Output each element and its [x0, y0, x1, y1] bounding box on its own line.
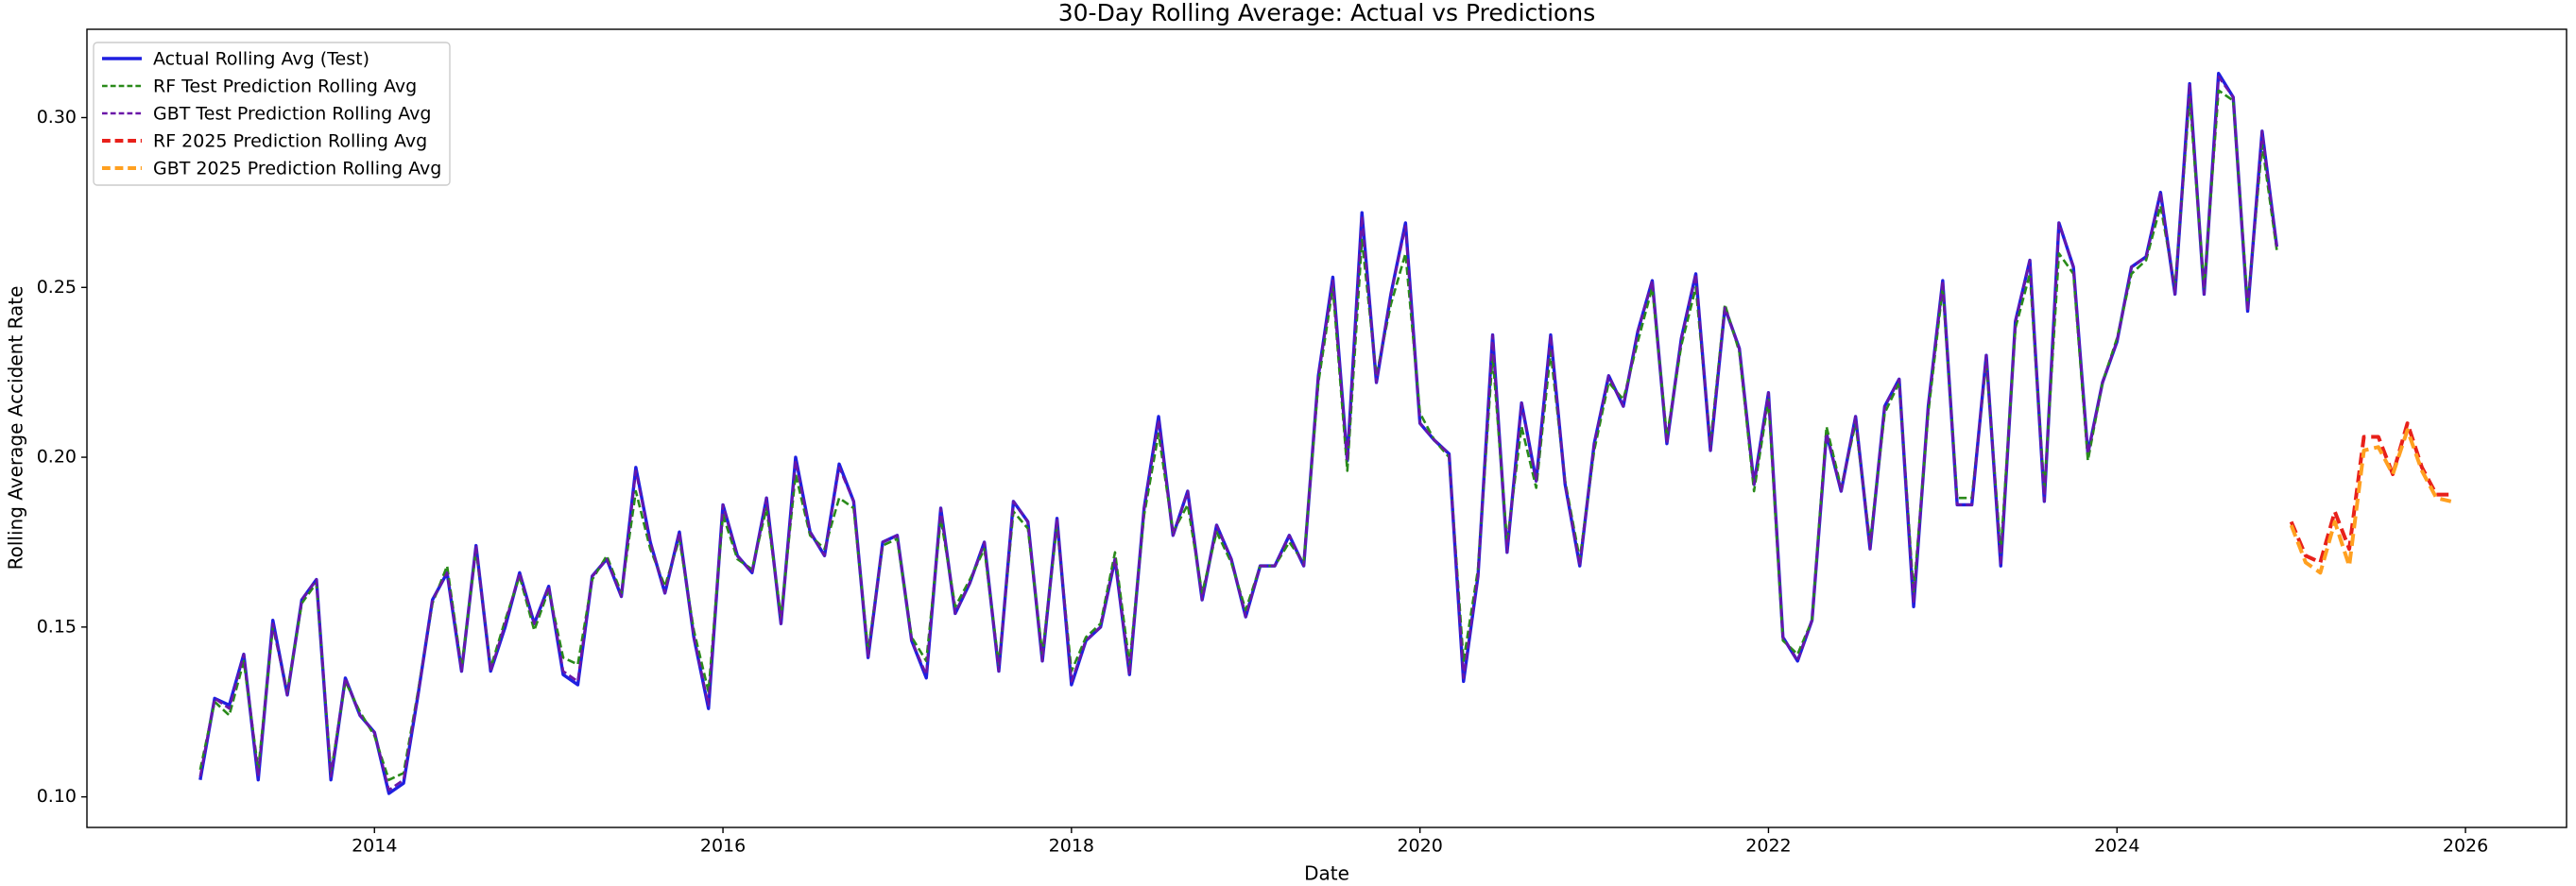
- legend-label: RF Test Prediction Rolling Avg: [153, 77, 417, 97]
- legend-label: RF 2025 Prediction Rolling Avg: [153, 131, 427, 152]
- x-tick-label: 2024: [2094, 836, 2139, 857]
- legend-label: Actual Rolling Avg (Test): [153, 49, 369, 70]
- x-axis-label: Date: [1304, 862, 1349, 885]
- x-tick-label: 2026: [2443, 836, 2488, 857]
- y-tick-label: 0.30: [37, 107, 77, 128]
- legend-label: GBT 2025 Prediction Rolling Avg: [153, 159, 441, 179]
- x-tick-label: 2020: [1397, 836, 1442, 857]
- y-tick-label: 0.20: [37, 447, 77, 468]
- legend: Actual Rolling Avg (Test) RF Test Predict…: [93, 42, 451, 186]
- legend-label: GBT Test Prediction Rolling Avg: [153, 104, 431, 125]
- y-tick-label: 0.25: [37, 277, 77, 298]
- plot-frame: [86, 28, 2567, 828]
- x-tick-label: 2022: [1745, 836, 1791, 857]
- chart-title: 30-Day Rolling Average: Actual vs Predic…: [1058, 0, 1595, 26]
- legend-box: [93, 42, 451, 186]
- series-line: [198, 76, 2278, 792]
- y-tick-label: 0.15: [37, 616, 77, 637]
- x-tick-label: 2016: [700, 836, 746, 857]
- x-tick-label: 2018: [1049, 836, 1094, 857]
- x-tick-label: 2014: [352, 836, 397, 857]
- y-tick-label: 0.10: [37, 786, 77, 807]
- y-axis-label: Rolling Average Accident Rate: [5, 286, 27, 571]
- series-line: [2289, 428, 2452, 575]
